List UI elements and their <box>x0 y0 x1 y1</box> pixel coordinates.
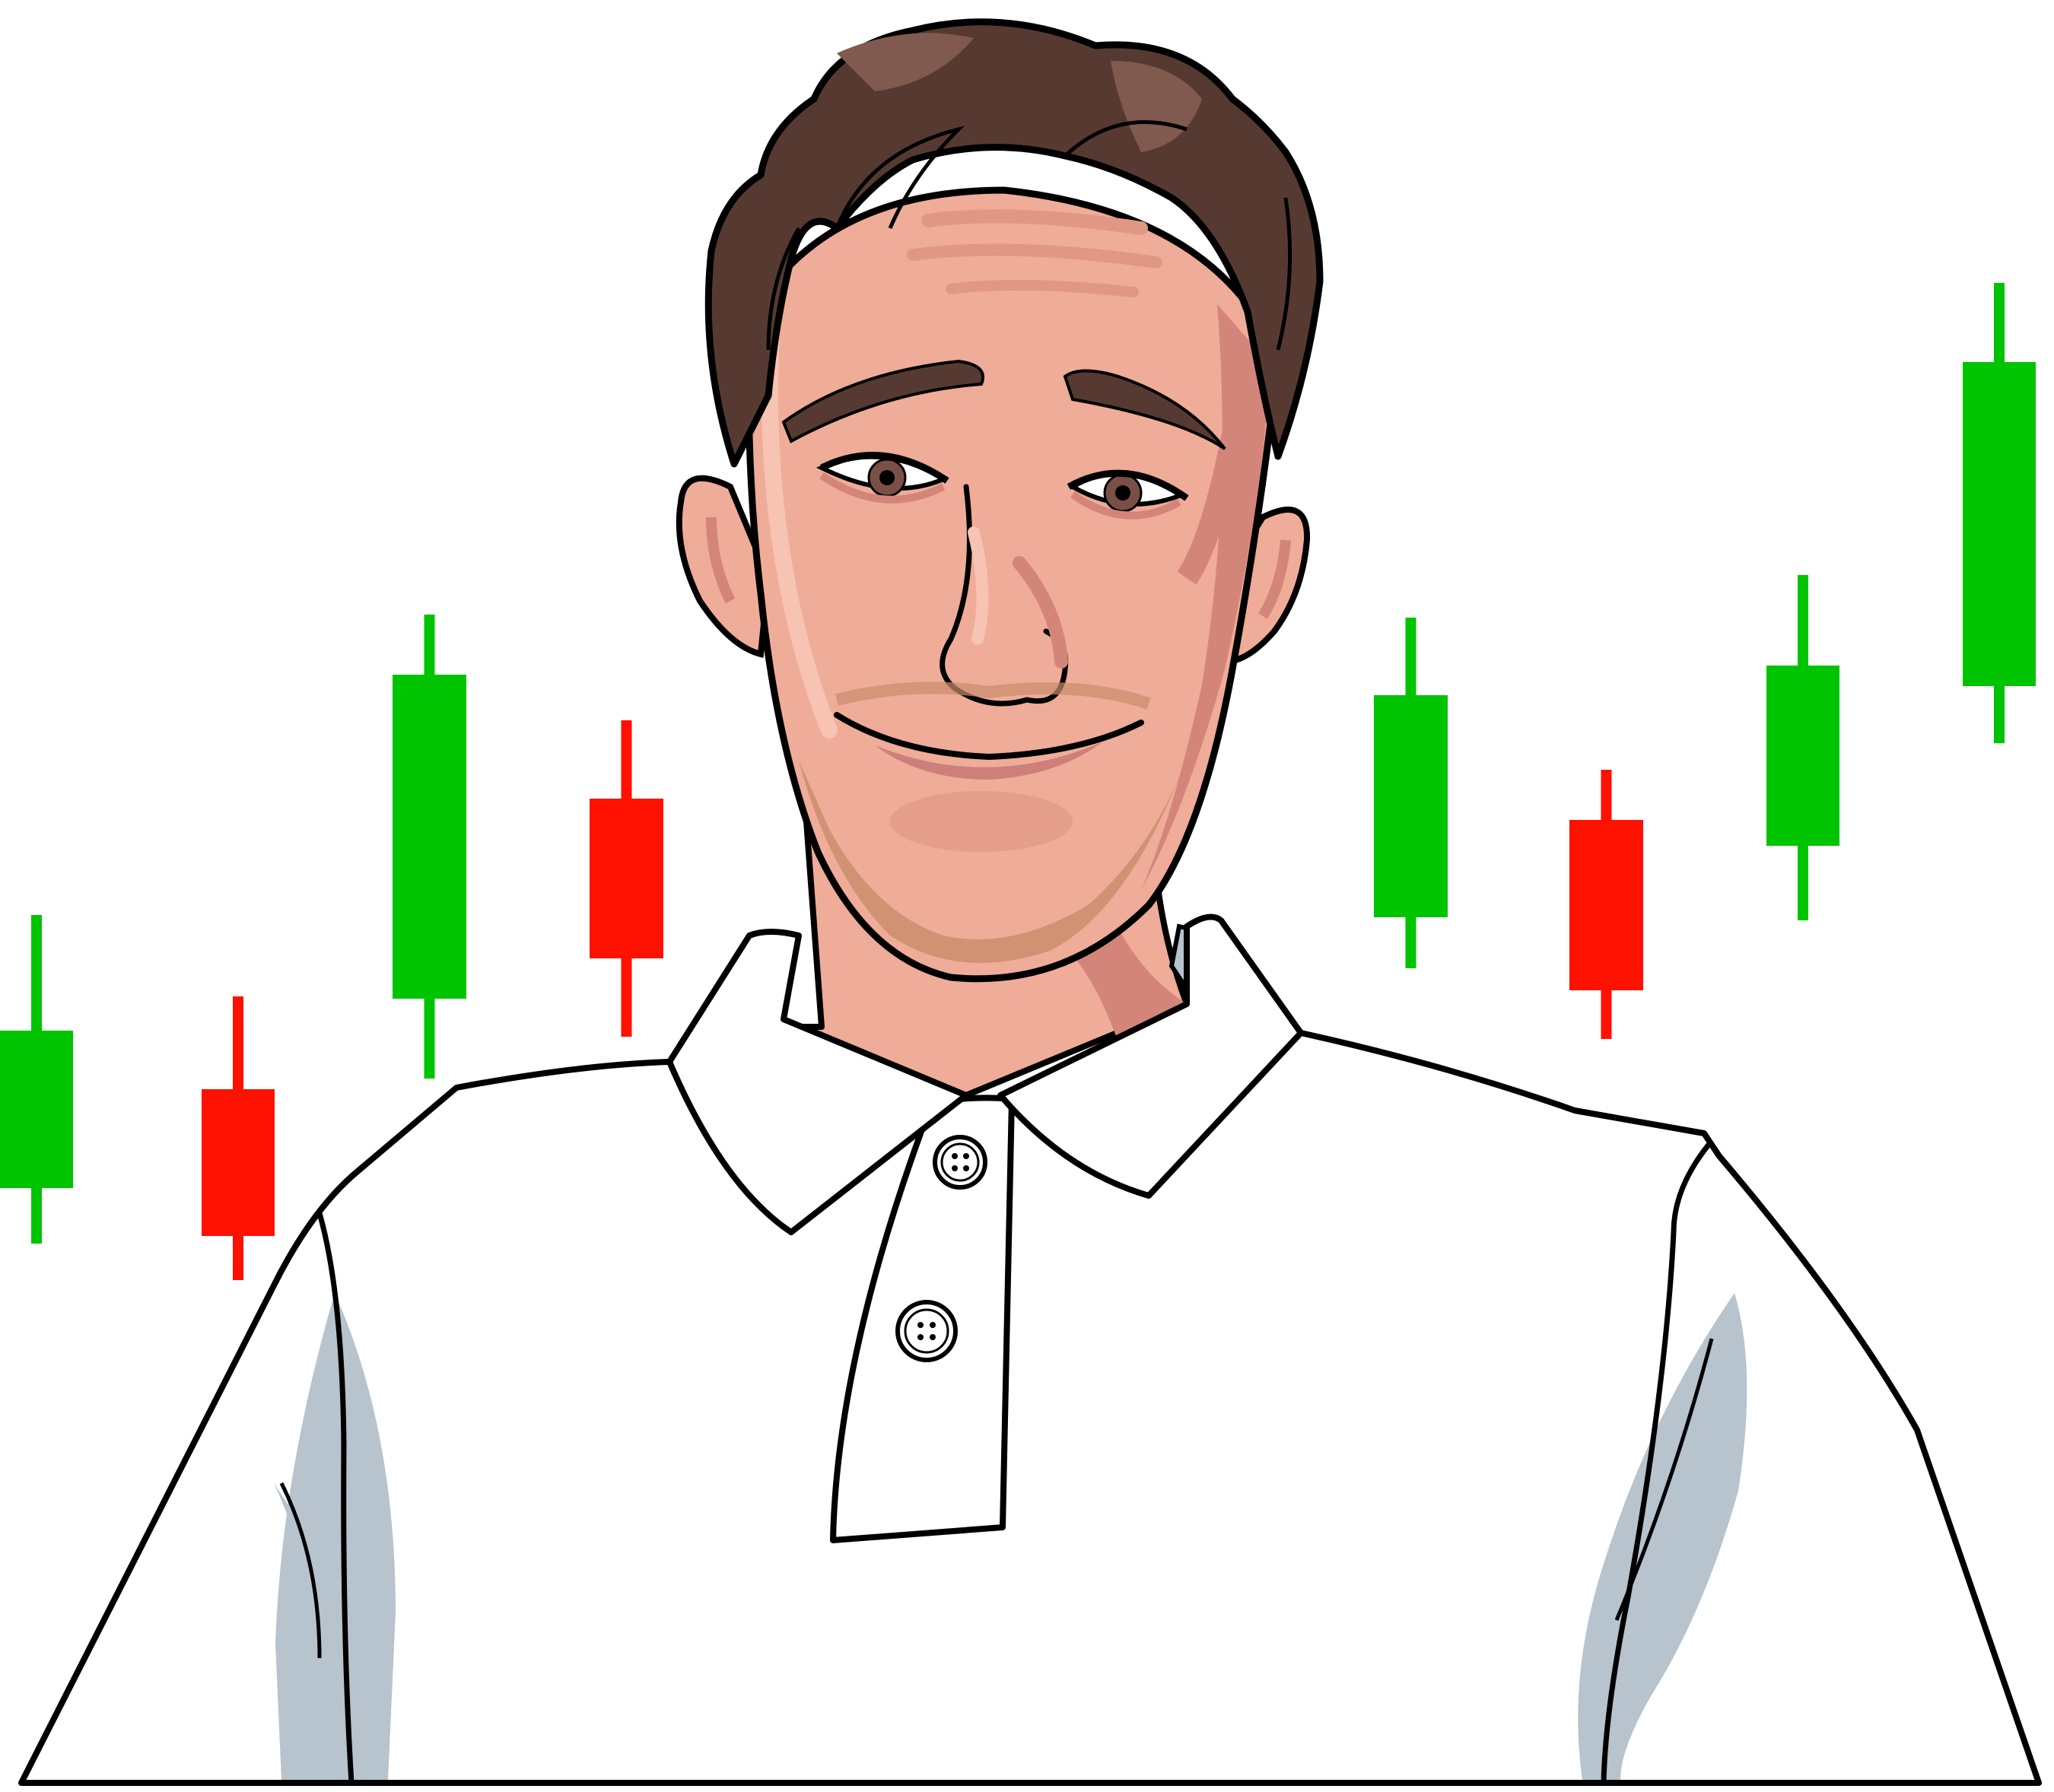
shirt-left-shadow <box>275 1293 396 1780</box>
candlestick-up-3 <box>393 615 466 1079</box>
head <box>676 186 1311 983</box>
candlestick-up-8 <box>1963 283 2036 743</box>
candlestick-body <box>1569 820 1643 990</box>
candlestick-body <box>202 1089 275 1236</box>
candlestick-body <box>590 799 663 958</box>
shirt-right-shadow <box>1578 1293 1747 1780</box>
shirt-button-bottom <box>895 1300 958 1362</box>
candlestick-body <box>1374 695 1448 917</box>
candlestick-up-7 <box>1766 575 1839 920</box>
candlestick-down-2 <box>202 996 275 1280</box>
nose <box>940 484 1069 707</box>
candlestick-up-1 <box>0 915 73 1244</box>
left-eye <box>816 452 949 497</box>
shirt-collar <box>666 913 1304 1543</box>
shirt-left-fold <box>274 1483 358 1753</box>
candlestick-body <box>393 675 466 999</box>
candlestick-body <box>0 1031 73 1188</box>
beard-stubble <box>799 761 1183 963</box>
left-eyebrow <box>781 359 984 443</box>
candlestick-up-5 <box>1374 618 1448 968</box>
right-eye <box>1067 469 1189 513</box>
polo-shirt <box>18 1030 2042 1786</box>
candlestick-background <box>0 283 2036 1280</box>
candlestick-body <box>1963 362 2036 686</box>
hair <box>704 18 1324 468</box>
right-eyebrow <box>1063 369 1226 450</box>
face <box>745 186 1282 983</box>
mouth <box>834 712 1144 761</box>
left-ear <box>676 475 772 659</box>
shirt-button-top <box>933 1135 987 1190</box>
candlestick-down-6 <box>1569 770 1643 1039</box>
candlestick-down-4 <box>590 720 663 1037</box>
shirt-body <box>18 1030 2042 1786</box>
candlestick-body <box>1766 666 1839 846</box>
